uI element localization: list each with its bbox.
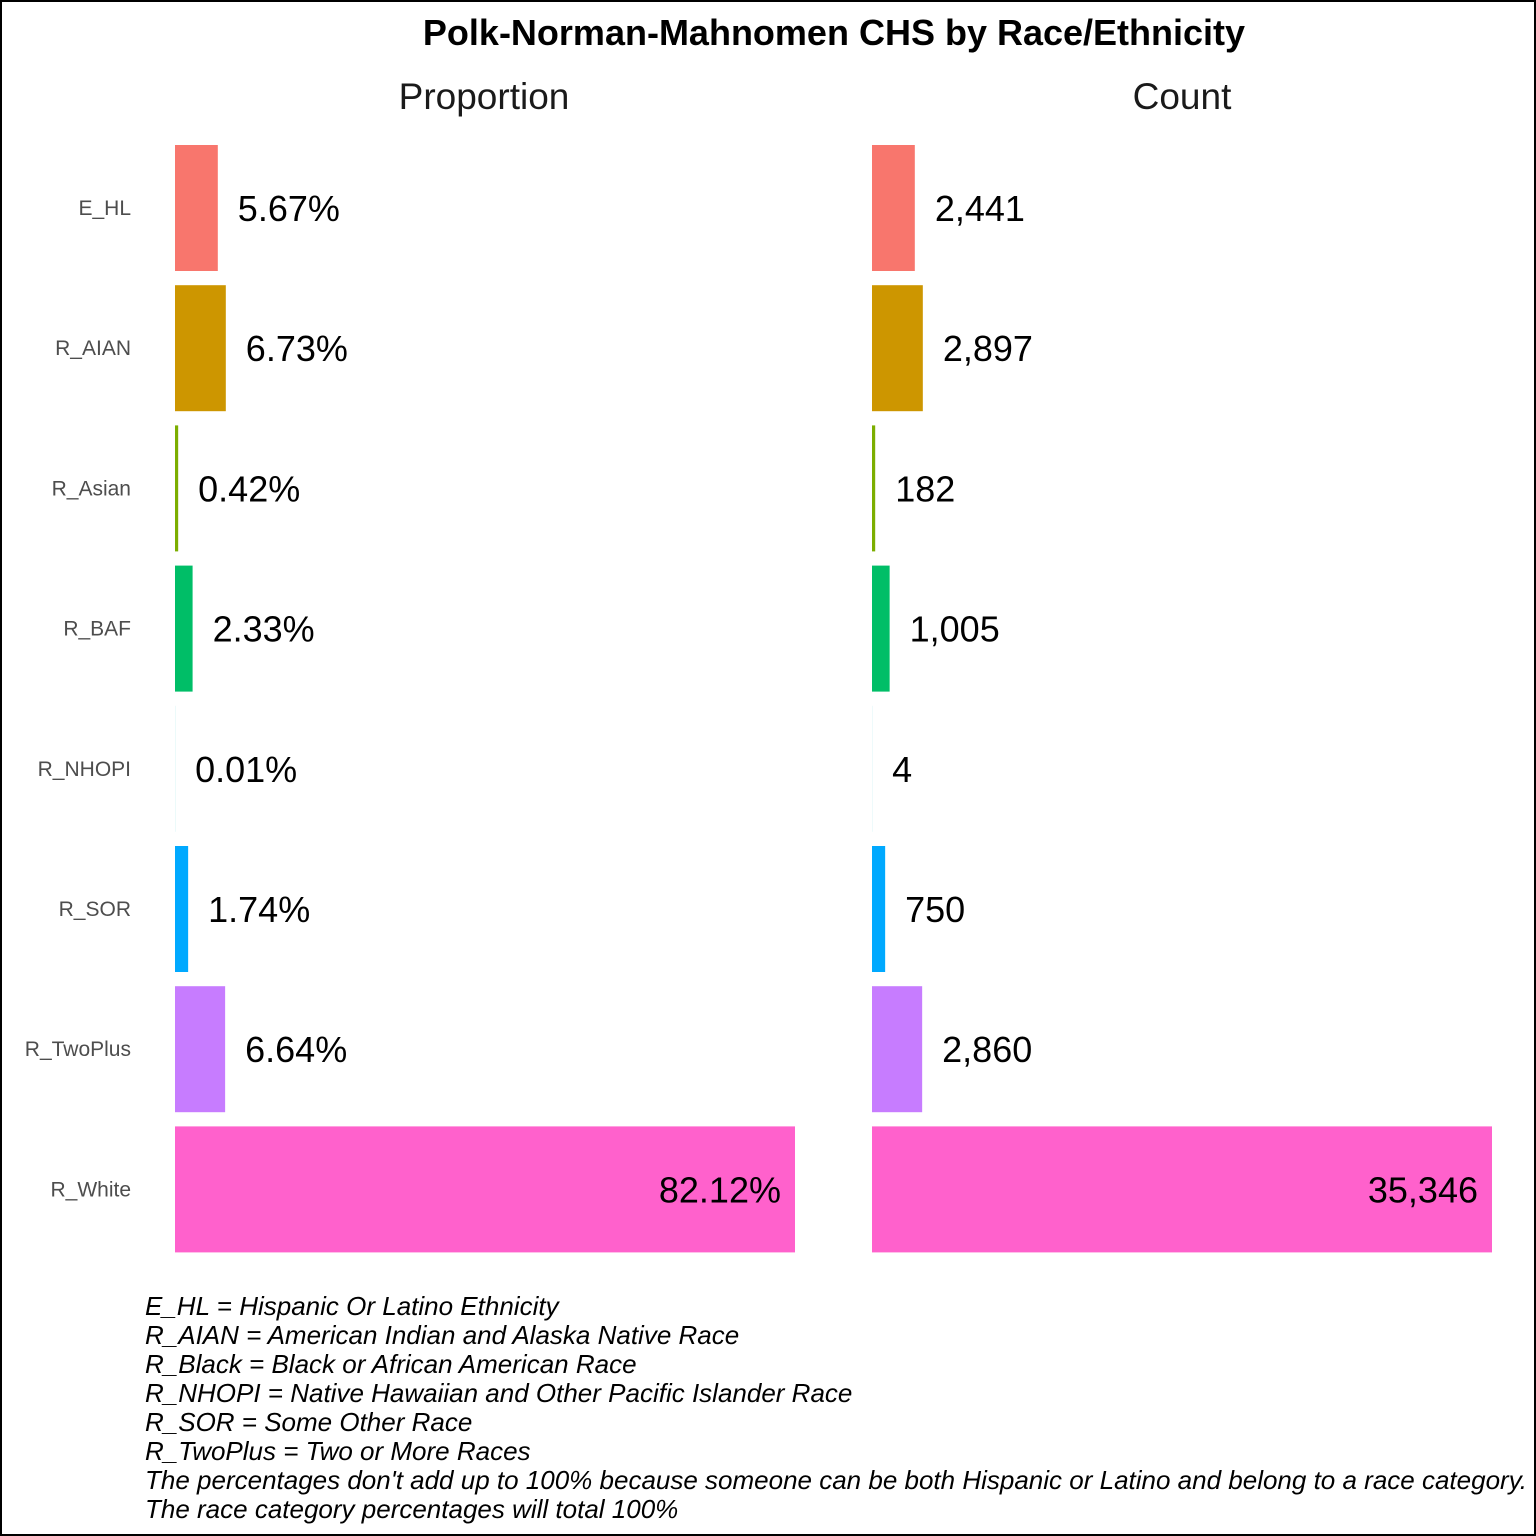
value-label-count: 4 (892, 749, 912, 790)
footnote-line: R_NHOPI = Native Hawaiian and Other Paci… (145, 1378, 853, 1408)
footnote-line: R_TwoPlus = Two or More Races (145, 1436, 531, 1466)
bar-count-r_white (872, 1126, 1492, 1253)
bar-proportion-e_hl (175, 145, 218, 271)
footnote-line: R_AIAN = American Indian and Alaska Nati… (145, 1320, 740, 1350)
bar-proportion-r_white (175, 1126, 795, 1253)
value-label-proportion: 6.73% (246, 328, 348, 369)
value-label-count: 750 (905, 889, 965, 930)
value-label-proportion: 6.64% (245, 1029, 347, 1070)
footnotes: E_HL = Hispanic Or Latino Ethnicity R_AI… (145, 1292, 1527, 1524)
footnote-line: The percentages don't add up to 100% bec… (145, 1465, 1527, 1495)
category-label: R_Asian (52, 477, 131, 500)
category-label: E_HL (78, 197, 131, 220)
footnote-line: E_HL = Hispanic Or Latino Ethnicity (145, 1291, 559, 1321)
bar-proportion-r_baf (175, 565, 193, 692)
bar-count-r_asian (872, 425, 876, 552)
category-label: R_TwoPlus (25, 1038, 131, 1061)
value-label-count: 35,346 (1368, 1169, 1478, 1210)
value-label-proportion: 2.33% (213, 609, 315, 650)
panel-title-proportion: Proportion (398, 76, 570, 117)
bar-count-r_sor (872, 846, 886, 972)
bar-count-r_baf (872, 565, 890, 692)
value-label-proportion: 0.42% (198, 468, 300, 509)
category-label: R_SOR (59, 898, 131, 921)
bar-proportion-r_asian (175, 425, 179, 552)
category-label: R_BAF (63, 618, 131, 641)
category-label: R_NHOPI (38, 758, 131, 781)
bar-proportion-r_twoplus (175, 986, 226, 1113)
value-label-count: 2,860 (942, 1029, 1032, 1070)
bar-proportion-r_aian (175, 285, 226, 412)
panel-title-count: Count (1132, 76, 1232, 117)
footnote-line: R_Black = Black or African American Race (145, 1349, 637, 1379)
value-label-count: 182 (895, 468, 955, 509)
category-label: R_AIAN (55, 337, 131, 360)
value-label-count: 1,005 (910, 609, 1000, 650)
value-label-proportion: 5.67% (238, 188, 340, 229)
footnote-line: R_SOR = Some Other Race (145, 1407, 473, 1437)
bar-count-r_aian (872, 285, 923, 412)
bar-count-e_hl (872, 145, 915, 271)
bar-proportion-r_sor (175, 846, 189, 972)
value-label-proportion: 82.12% (659, 1169, 781, 1210)
category-label: R_White (50, 1178, 131, 1201)
value-label-proportion: 1.74% (208, 889, 310, 930)
bar-count-r_twoplus (872, 986, 923, 1113)
chart-title: Polk-Norman-Mahnomen CHS by Race/Ethnici… (422, 12, 1246, 53)
value-label-count: 2,441 (935, 188, 1025, 229)
value-label-proportion: 0.01% (195, 749, 297, 790)
value-label-count: 2,897 (943, 328, 1033, 369)
footnote-line: The race category percentages will total… (145, 1494, 679, 1524)
